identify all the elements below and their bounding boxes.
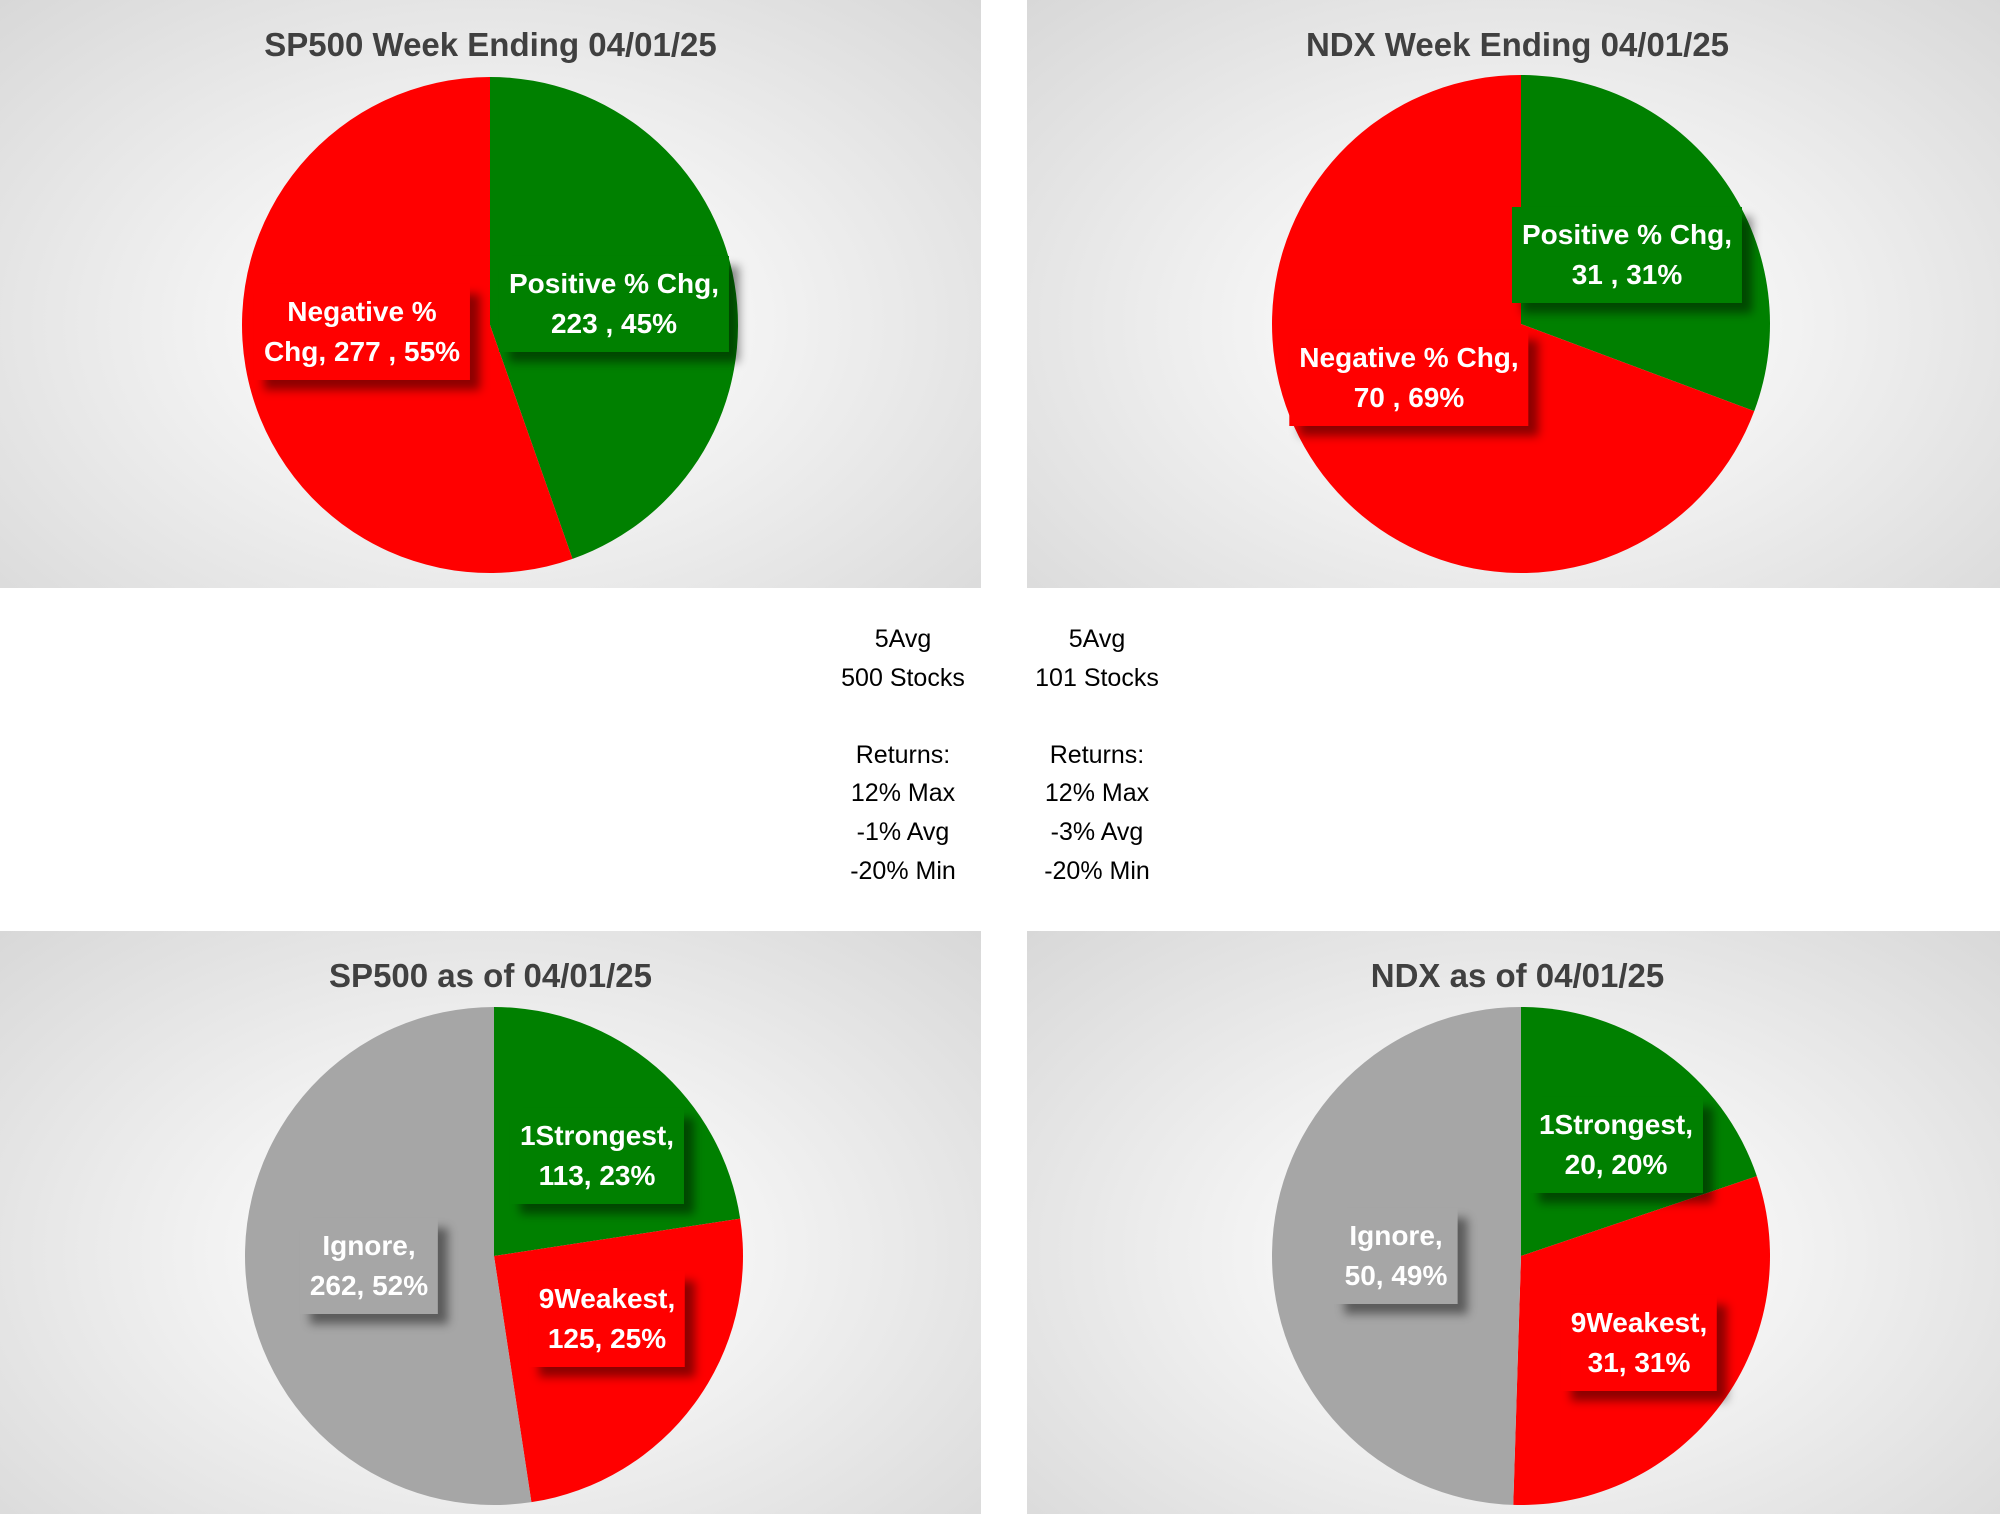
sp500-stats: 5Avg 500 Stocks Returns: 12% Max -1% Avg… <box>813 620 993 890</box>
stats-line: 101 Stocks <box>1035 663 1159 692</box>
stats-line: 12% Max <box>1044 779 1150 808</box>
stats-line <box>1007 697 1187 736</box>
pie-chart-svg <box>241 77 738 574</box>
slice-label-line2: 50, 49% <box>1344 1260 1448 1291</box>
slice-label-line1: Negative % <box>287 296 437 327</box>
chart-title: NDX Week Ending 04/01/25 <box>1305 26 1730 63</box>
stats-line <box>813 697 993 736</box>
slice-label-line2: 70 , 69% <box>1353 382 1465 413</box>
slice-label-line2: 113, 23% <box>538 1160 656 1191</box>
slice-label-strongest: 1Strongest, 113, 23% <box>509 1108 685 1204</box>
stats-line: -20% Min <box>850 856 956 885</box>
stats-line: Returns: <box>855 740 951 769</box>
slice-label-ignore: Ignore, 262, 52% <box>299 1218 439 1314</box>
pie-chart-svg <box>244 1007 743 1505</box>
ndx-week-chart-panel: NDX Week Ending 04/01/25 Positive % Chg,… <box>1027 0 2000 588</box>
chart-title: NDX as of 04/01/25 <box>1370 957 1665 994</box>
slice-label-negative: Negative % Chg, 277 , 55% <box>253 284 471 380</box>
slice-label-line2: 223 , 45% <box>550 308 678 339</box>
slice-label-line1: Positive % Chg, <box>508 268 720 299</box>
slice-label-line1: 9Weakest, <box>1570 1307 1708 1338</box>
slice-label-line1: 1Strongest, <box>1538 1109 1694 1140</box>
slice-label-ignore: Ignore, 50, 49% <box>1334 1208 1458 1304</box>
stats-line: 5Avg <box>874 625 932 653</box>
stats-line: 5Avg <box>1068 625 1126 653</box>
slice-label-negative: Negative % Chg, 70 , 69% <box>1289 330 1529 426</box>
chart-title: SP500 as of 04/01/25 <box>329 957 652 994</box>
slice-label-positive: Positive % Chg, 31 , 31% <box>1511 207 1743 303</box>
slice-label-line1: 1Strongest, <box>519 1120 675 1151</box>
stats-line: Returns: <box>1049 740 1145 769</box>
chart-title: SP500 Week Ending 04/01/25 <box>264 26 717 63</box>
slice-label-weakest: 9Weakest, 125, 25% <box>528 1271 686 1367</box>
ndx-stats: 5Avg 101 Stocks Returns: 12% Max -3% Avg… <box>1007 620 1187 890</box>
slice-label-line1: Negative % Chg, <box>1299 342 1519 373</box>
stats-line: -3% Avg <box>1050 817 1144 846</box>
sp500-ranking-chart-panel: SP500 as of 04/01/25 1Strongest, 113, 23… <box>0 931 981 1514</box>
slice-label-line2: 31, 31% <box>1587 1347 1691 1378</box>
slice-label-line2: 31 , 31% <box>1571 259 1683 290</box>
slice-label-line1: 9Weakest, <box>538 1283 676 1314</box>
slice-label-weakest: 9Weakest, 31, 31% <box>1560 1295 1718 1391</box>
slice-label-line2: Chg, 277 , 55% <box>263 336 461 367</box>
stats-line: -1% Avg <box>856 817 950 846</box>
slice-label-strongest: 1Strongest, 20, 20% <box>1528 1097 1704 1193</box>
pie-slice-negative-chg <box>1272 75 1755 573</box>
ndx-ranking-chart-panel: NDX as of 04/01/25 1Strongest, 20, 20% 9… <box>1027 931 2000 1514</box>
slice-label-line2: 20, 20% <box>1564 1149 1668 1180</box>
slice-label-line1: Ignore, <box>322 1230 416 1261</box>
sp500-week-chart-panel: SP500 Week Ending 04/01/25 Positive % Ch… <box>0 0 981 588</box>
slice-label-line2: 125, 25% <box>547 1323 667 1354</box>
slice-label-line1: Ignore, <box>1349 1220 1443 1251</box>
stats-line: -20% Min <box>1044 856 1150 885</box>
stats-line: 500 Stocks <box>841 663 965 692</box>
slice-label-line1: Positive % Chg, <box>1521 219 1733 250</box>
slice-label-positive: Positive % Chg, 223 , 45% <box>498 256 730 352</box>
pie-chart-svg <box>1271 1007 1770 1505</box>
slice-label-line2: 262, 52% <box>309 1270 429 1301</box>
stats-line: 12% Max <box>850 779 956 808</box>
